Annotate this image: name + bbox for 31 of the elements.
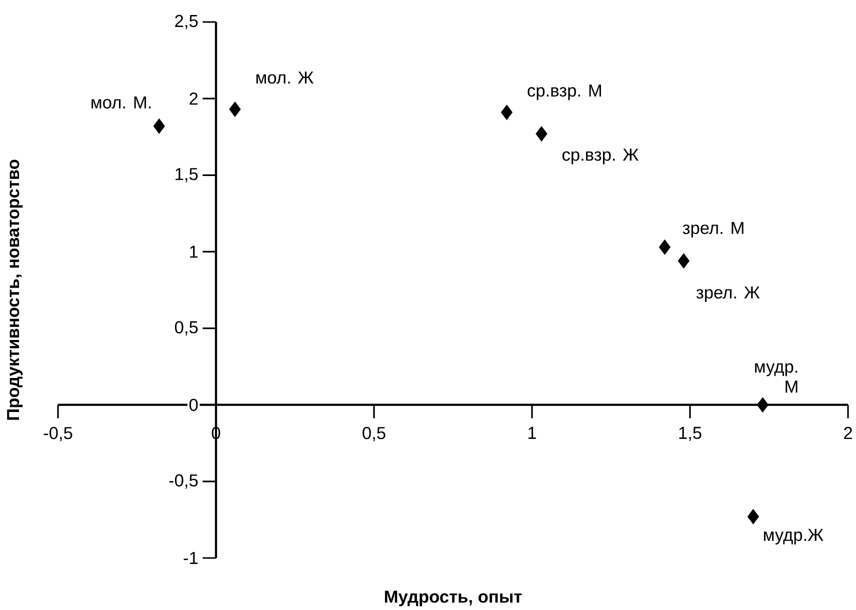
point bbox=[678, 253, 690, 269]
annotation: зрел. М bbox=[682, 222, 744, 238]
y-tick-label: 1,5 bbox=[176, 168, 198, 182]
y-tick-label: 2,5 bbox=[175, 14, 198, 30]
point bbox=[500, 104, 512, 120]
x-tick-label: -0,5 bbox=[44, 426, 72, 442]
point bbox=[536, 126, 548, 142]
annotation: мудр. М bbox=[755, 363, 798, 393]
point bbox=[229, 102, 241, 117]
annotation: ср.взр. Ж bbox=[562, 148, 638, 164]
y-tick-label: -0,5 bbox=[169, 474, 198, 489]
y-tick-label: 0,5 bbox=[174, 321, 198, 336]
annotation: мудр.Ж bbox=[764, 528, 824, 544]
annotation: мол. М. bbox=[92, 96, 151, 109]
y-tick-label: 1 bbox=[190, 246, 198, 258]
y-axis-title: Продуктивность, новаторство bbox=[7, 160, 23, 420]
x-tick-label: 1,5 bbox=[679, 426, 702, 442]
y-tick-label: 2 bbox=[190, 92, 198, 105]
x-tick-label: 0,5 bbox=[362, 426, 386, 442]
annotation: мол. Ж bbox=[256, 72, 314, 84]
x-tick-label: 1 bbox=[528, 426, 536, 439]
y-tick-label: -1 bbox=[184, 552, 198, 564]
annotation: ср.взр. М bbox=[528, 84, 601, 100]
y-tick-label: 0 bbox=[189, 398, 198, 411]
x-tick-label: 2 bbox=[844, 426, 852, 440]
point bbox=[756, 397, 768, 412]
point bbox=[658, 240, 670, 255]
annotation: зрел. Ж bbox=[696, 286, 760, 302]
point bbox=[153, 118, 165, 134]
point bbox=[747, 509, 759, 524]
x-axis-title: Мудрость, опыт bbox=[384, 590, 522, 606]
